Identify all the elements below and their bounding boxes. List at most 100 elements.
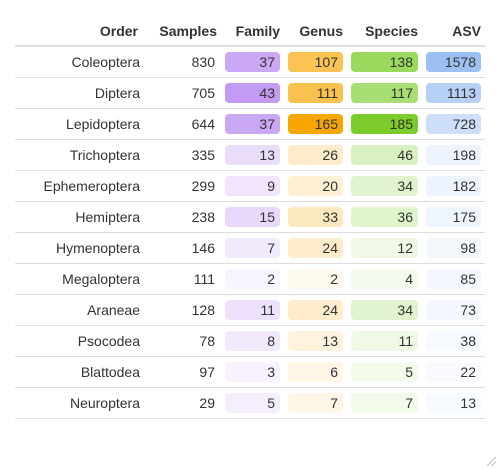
cell-family: 11	[221, 294, 284, 326]
family-value-pill: 3	[225, 362, 280, 382]
cell-genus: 26	[284, 139, 347, 171]
species-value-pill: 34	[351, 300, 418, 320]
species-value-pill: 138	[351, 52, 418, 72]
col-header-genus[interactable]: Genus	[284, 16, 347, 47]
genus-value-pill: 165	[288, 114, 343, 134]
species-value-pill: 185	[351, 114, 418, 134]
table-row: Blattodea 97 3 6 5 22	[15, 356, 485, 388]
family-value-pill: 43	[225, 83, 280, 103]
asv-value-pill: 198	[426, 145, 481, 165]
species-value-pill: 36	[351, 207, 418, 227]
genus-value-pill: 2	[288, 269, 343, 289]
cell-order: Diptera	[15, 77, 142, 109]
cell-asv: 22	[422, 356, 485, 388]
cell-genus: 24	[284, 232, 347, 264]
cell-order: Psocodea	[15, 325, 142, 357]
cell-genus: 2	[284, 263, 347, 295]
cell-asv: 38	[422, 325, 485, 357]
species-value-pill: 4	[351, 269, 418, 289]
cell-species: 117	[347, 77, 422, 109]
asv-value-pill: 1578	[426, 52, 481, 72]
cell-species: 12	[347, 232, 422, 264]
cell-species: 36	[347, 201, 422, 233]
cell-asv: 13	[422, 387, 485, 419]
genus-value-pill: 33	[288, 207, 343, 227]
table-row: Araneae 128 11 24 34 73	[15, 294, 485, 326]
genus-value-pill: 24	[288, 238, 343, 258]
cell-samples: 644	[142, 108, 221, 140]
cell-asv: 182	[422, 170, 485, 202]
genus-value-pill: 7	[288, 393, 343, 413]
cell-order: Megaloptera	[15, 263, 142, 295]
table-row: Psocodea 78 8 13 11 38	[15, 325, 485, 357]
resize-handle-icon[interactable]	[487, 457, 496, 466]
cell-order: Araneae	[15, 294, 142, 326]
cell-species: 4	[347, 263, 422, 295]
table-row: Coleoptera 830 37 107 138 1578	[15, 46, 485, 78]
cell-genus: 13	[284, 325, 347, 357]
family-value-pill: 11	[225, 300, 280, 320]
asv-value-pill: 22	[426, 362, 481, 382]
cell-family: 43	[221, 77, 284, 109]
cell-species: 46	[347, 139, 422, 171]
asv-value-pill: 98	[426, 238, 481, 258]
cell-genus: 107	[284, 46, 347, 78]
taxonomy-table: Order Samples Family Genus Species ASV C…	[15, 16, 485, 419]
cell-family: 5	[221, 387, 284, 419]
cell-family: 37	[221, 108, 284, 140]
cell-samples: 705	[142, 77, 221, 109]
asv-value-pill: 182	[426, 176, 481, 196]
asv-value-pill: 38	[426, 331, 481, 351]
cell-genus: 33	[284, 201, 347, 233]
genus-value-pill: 26	[288, 145, 343, 165]
table-row: Megaloptera 111 2 2 4 85	[15, 263, 485, 295]
cell-species: 34	[347, 294, 422, 326]
table-row: Ephemeroptera 299 9 20 34 182	[15, 170, 485, 202]
col-header-order[interactable]: Order	[15, 16, 142, 47]
genus-value-pill: 24	[288, 300, 343, 320]
col-header-asv[interactable]: ASV	[422, 16, 485, 47]
cell-samples: 29	[142, 387, 221, 419]
species-value-pill: 46	[351, 145, 418, 165]
family-value-pill: 9	[225, 176, 280, 196]
cell-genus: 7	[284, 387, 347, 419]
table-row: Hemiptera 238 15 33 36 175	[15, 201, 485, 233]
col-header-samples[interactable]: Samples	[142, 16, 221, 47]
cell-asv: 98	[422, 232, 485, 264]
cell-order: Hemiptera	[15, 201, 142, 233]
cell-order: Ephemeroptera	[15, 170, 142, 202]
table-body: Coleoptera 830 37 107 138 1578 Diptera 705 43 111…	[15, 46, 485, 419]
cell-order: Lepidoptera	[15, 108, 142, 140]
cell-order: Neuroptera	[15, 387, 142, 419]
col-header-species[interactable]: Species	[347, 16, 422, 47]
family-value-pill: 15	[225, 207, 280, 227]
cell-samples: 97	[142, 356, 221, 388]
cell-asv: 175	[422, 201, 485, 233]
cell-samples: 299	[142, 170, 221, 202]
genus-value-pill: 6	[288, 362, 343, 382]
cell-samples: 146	[142, 232, 221, 264]
col-header-family[interactable]: Family	[221, 16, 284, 47]
cell-asv: 85	[422, 263, 485, 295]
species-value-pill: 5	[351, 362, 418, 382]
cell-samples: 238	[142, 201, 221, 233]
cell-family: 37	[221, 46, 284, 78]
cell-species: 34	[347, 170, 422, 202]
family-value-pill: 13	[225, 145, 280, 165]
cell-asv: 728	[422, 108, 485, 140]
family-value-pill: 37	[225, 52, 280, 72]
family-value-pill: 37	[225, 114, 280, 134]
table-row: Neuroptera 29 5 7 7 13	[15, 387, 485, 419]
cell-species: 11	[347, 325, 422, 357]
cell-genus: 24	[284, 294, 347, 326]
cell-species: 7	[347, 387, 422, 419]
cell-genus: 20	[284, 170, 347, 202]
cell-samples: 830	[142, 46, 221, 78]
cell-samples: 111	[142, 263, 221, 295]
genus-value-pill: 13	[288, 331, 343, 351]
table-row: Lepidoptera 644 37 165 185 728	[15, 108, 485, 140]
cell-genus: 165	[284, 108, 347, 140]
cell-family: 2	[221, 263, 284, 295]
cell-samples: 78	[142, 325, 221, 357]
cell-species: 5	[347, 356, 422, 388]
